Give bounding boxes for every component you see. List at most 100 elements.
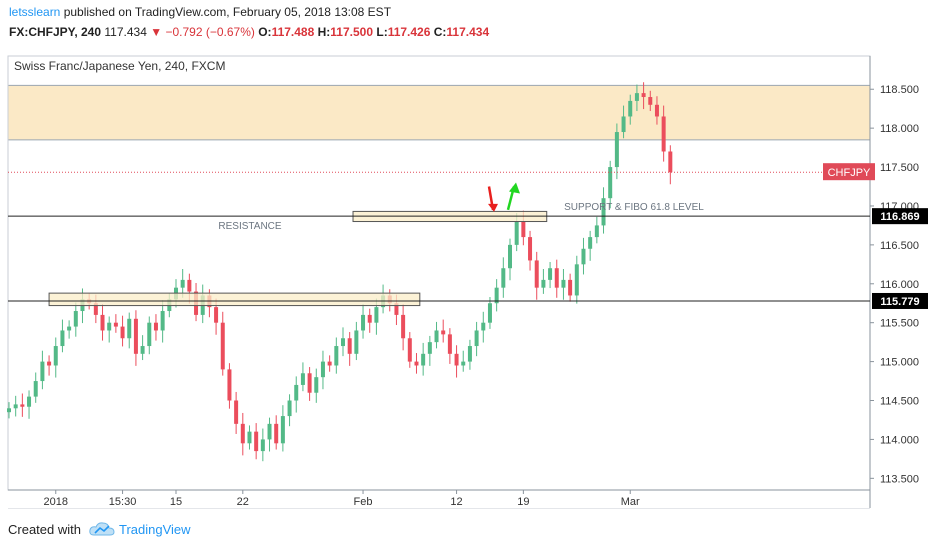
high-value: 117.500 (330, 25, 374, 39)
candle-body (421, 353, 426, 366)
y-tick-label: 118.500 (880, 84, 919, 96)
y-tick-label: 116.000 (880, 279, 919, 291)
candle-body (407, 338, 412, 362)
candle-body (648, 97, 653, 105)
tradingview-link[interactable]: TradingView (118, 521, 191, 537)
author-link[interactable]: letsslearn (9, 5, 61, 19)
candle-body (548, 268, 553, 280)
levels-layer: 116.869 115.779 CHFJPY RESISTANCE SUPPORT & … (8, 163, 928, 309)
candle-body (280, 416, 285, 444)
candle-body (13, 404, 18, 409)
bottom-border (8, 508, 870, 509)
candle-body (113, 322, 118, 327)
red-arrowhead-icon (488, 203, 498, 212)
candle-body (214, 307, 219, 323)
candle-body (347, 338, 352, 354)
candle-body (508, 244, 512, 269)
candle-body (601, 198, 606, 226)
resistance-zone (8, 85, 870, 140)
low-value: 117.426 (387, 25, 431, 39)
candle-body (608, 167, 613, 199)
candle-body (267, 423, 272, 440)
x-tick-label: 15 (170, 496, 182, 508)
x-tick-label: 12 (450, 496, 462, 508)
candle-body (401, 314, 406, 339)
candle-body (588, 237, 593, 249)
candle-body (374, 307, 379, 323)
candle-body (494, 287, 499, 304)
candle-body (274, 423, 279, 444)
candle-body (100, 314, 105, 331)
candle-body (614, 132, 619, 168)
candle-body (60, 330, 65, 347)
created-with-text: Created with (8, 521, 81, 537)
candle-body (320, 361, 325, 378)
candle-body (133, 318, 138, 354)
candle-body (641, 93, 646, 98)
candle-body (307, 373, 312, 393)
candle-body (394, 303, 399, 315)
candle-body (27, 396, 32, 407)
candle-body (53, 346, 58, 366)
level-tag-label: 115.779 (880, 296, 919, 308)
support-fibo-label: SUPPORT & FIBO 61.8 LEVEL (564, 202, 704, 213)
open-value: 117.488 (271, 25, 315, 39)
candle-body (327, 361, 332, 366)
candle-body (287, 400, 292, 417)
candle-body (568, 279, 573, 296)
candle-body (454, 353, 459, 366)
x-tick-label: Mar (621, 496, 640, 508)
candle-body (441, 330, 446, 335)
candle-body (521, 221, 526, 238)
candle-body (487, 303, 492, 323)
candle-body (581, 248, 586, 265)
current-price-tag (823, 163, 875, 181)
candle-body (474, 330, 479, 347)
candle-body (628, 100, 633, 117)
candle-body (120, 326, 125, 339)
candle-body (180, 279, 185, 288)
footer: Created with TradingView (8, 521, 191, 537)
green-arrowhead-icon (509, 182, 520, 194)
candle-body (534, 260, 539, 288)
close-value: 117.434 (446, 25, 490, 39)
candle-body (334, 346, 339, 366)
candle-body (247, 431, 252, 444)
candle-body (107, 322, 112, 331)
x-tick-label: 15:30 (109, 496, 137, 508)
candle-body (661, 116, 666, 152)
level-tag (872, 208, 928, 225)
x-tick-label: 19 (517, 496, 529, 508)
candle-body (220, 322, 225, 370)
ohlc-line: FX:CHFJPY, 240 117.434 ▼ −0.792 (−0.67%)… (9, 25, 489, 39)
candle-body (227, 369, 232, 401)
candle-body (554, 268, 559, 288)
publish-line: letsslearn published on TradingView.com,… (9, 5, 391, 19)
candle-body (127, 318, 132, 339)
candle-body (73, 311, 78, 327)
price-chart[interactable]: 113.500 114.000 114.500 115.000 115.500 116.0… (0, 0, 932, 515)
candle-body (93, 303, 98, 315)
level-tag (872, 292, 928, 309)
y-tick-label: 115.500 (880, 318, 919, 330)
candle-body (187, 279, 192, 292)
candle-body (300, 373, 305, 385)
candle-body (434, 330, 439, 343)
candle-body (294, 384, 299, 401)
candle-body (234, 400, 239, 424)
candle-body (427, 342, 432, 354)
close-label: C: (433, 25, 447, 39)
open-label: O: (258, 25, 272, 39)
candle-body (341, 338, 345, 347)
candle-body (574, 264, 579, 296)
candle-body (314, 377, 319, 393)
candle-body (7, 408, 11, 413)
candle-body (260, 439, 265, 452)
candle-body (541, 279, 546, 288)
candle-body (654, 104, 659, 117)
last-price: 117.434 (104, 25, 147, 39)
candle-body (153, 322, 158, 331)
high-label: H: (317, 25, 331, 39)
candle-body (528, 237, 533, 261)
lower-support-box (48, 292, 421, 307)
